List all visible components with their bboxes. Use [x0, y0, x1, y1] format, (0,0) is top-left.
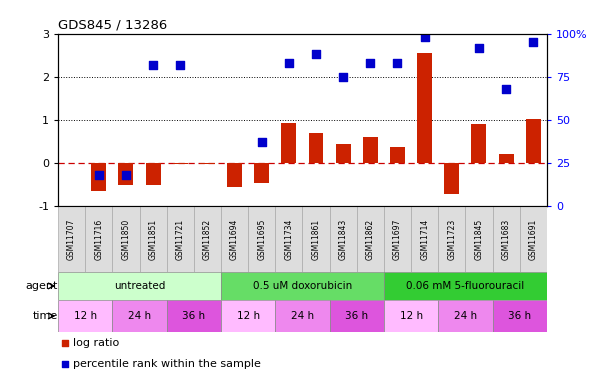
Bar: [384, 206, 411, 272]
Bar: [466, 206, 492, 272]
Point: [364, 94, 374, 100]
Text: 24 h: 24 h: [128, 311, 151, 321]
Bar: [499, 154, 514, 163]
Text: GSM11707: GSM11707: [67, 218, 76, 260]
Bar: [58, 272, 221, 300]
Text: 24 h: 24 h: [291, 311, 314, 321]
Text: 0.06 mM 5-fluorouracil: 0.06 mM 5-fluorouracil: [406, 281, 524, 291]
Bar: [472, 124, 486, 163]
Text: GSM11843: GSM11843: [338, 218, 348, 259]
Text: GSM11734: GSM11734: [284, 218, 293, 260]
Bar: [357, 206, 384, 272]
Point: [257, 140, 266, 146]
Point: [121, 172, 131, 178]
Bar: [112, 300, 167, 332]
Text: 36 h: 36 h: [182, 311, 205, 321]
Bar: [390, 147, 405, 163]
Point: [365, 60, 375, 66]
Bar: [221, 206, 248, 272]
Text: 24 h: 24 h: [454, 311, 477, 321]
Text: log ratio: log ratio: [73, 338, 119, 348]
Text: GDS845 / 13286: GDS845 / 13286: [58, 19, 167, 32]
Point: [284, 60, 294, 66]
Text: GSM11861: GSM11861: [312, 219, 321, 260]
Bar: [58, 206, 85, 272]
Text: 36 h: 36 h: [345, 311, 368, 321]
Point: [148, 62, 158, 68]
Bar: [329, 300, 384, 332]
Point: [338, 74, 348, 80]
Text: GSM11851: GSM11851: [148, 219, 158, 260]
Bar: [112, 206, 139, 272]
Text: 12 h: 12 h: [236, 311, 260, 321]
Text: agent: agent: [26, 281, 58, 291]
Text: 12 h: 12 h: [74, 311, 97, 321]
Text: GSM11695: GSM11695: [257, 218, 266, 260]
Point: [311, 51, 321, 57]
Bar: [91, 163, 106, 191]
Text: 12 h: 12 h: [400, 311, 423, 321]
Text: GSM11697: GSM11697: [393, 218, 402, 260]
Bar: [173, 163, 188, 164]
Text: GSM11850: GSM11850: [122, 218, 130, 259]
Bar: [248, 206, 276, 272]
Bar: [384, 272, 547, 300]
Bar: [438, 300, 492, 332]
Point: [420, 34, 430, 40]
Point: [364, 281, 374, 287]
Bar: [417, 53, 432, 163]
Text: 0.5 uM doxorubicin: 0.5 uM doxorubicin: [253, 281, 352, 291]
Bar: [363, 137, 378, 163]
Point: [474, 45, 484, 51]
Bar: [411, 206, 438, 272]
Bar: [438, 206, 466, 272]
Text: GSM11845: GSM11845: [475, 218, 483, 259]
Text: untreated: untreated: [114, 281, 165, 291]
Text: percentile rank within the sample: percentile rank within the sample: [73, 359, 260, 369]
Bar: [200, 163, 215, 164]
Bar: [139, 206, 167, 272]
Bar: [282, 123, 296, 163]
Text: GSM11694: GSM11694: [230, 218, 239, 260]
Bar: [58, 300, 112, 332]
Text: GSM11721: GSM11721: [176, 219, 185, 260]
Bar: [335, 144, 351, 163]
Bar: [309, 133, 323, 163]
Point: [501, 86, 511, 92]
Bar: [492, 300, 547, 332]
Bar: [167, 300, 221, 332]
Text: 36 h: 36 h: [508, 311, 531, 321]
Bar: [85, 206, 112, 272]
Bar: [444, 163, 459, 194]
Text: GSM11714: GSM11714: [420, 218, 429, 259]
Text: GSM11716: GSM11716: [94, 218, 103, 259]
Bar: [221, 300, 276, 332]
Text: GSM11852: GSM11852: [203, 219, 212, 260]
Bar: [276, 300, 329, 332]
Text: GSM11723: GSM11723: [447, 218, 456, 259]
Bar: [384, 300, 438, 332]
Text: time: time: [33, 311, 58, 321]
Bar: [194, 206, 221, 272]
Text: GSM11862: GSM11862: [366, 219, 375, 260]
Bar: [145, 163, 161, 185]
Bar: [526, 119, 541, 163]
Bar: [492, 206, 520, 272]
Bar: [167, 206, 194, 272]
Text: GSM11683: GSM11683: [502, 218, 511, 259]
Bar: [227, 163, 242, 187]
Bar: [119, 163, 133, 185]
Point: [529, 39, 538, 45]
Bar: [329, 206, 357, 272]
Bar: [221, 272, 384, 300]
Point: [94, 172, 104, 178]
Point: [393, 60, 403, 66]
Bar: [276, 206, 302, 272]
Bar: [254, 163, 269, 183]
Bar: [302, 206, 329, 272]
Point: [175, 62, 185, 68]
Bar: [520, 206, 547, 272]
Text: GSM11691: GSM11691: [529, 218, 538, 259]
